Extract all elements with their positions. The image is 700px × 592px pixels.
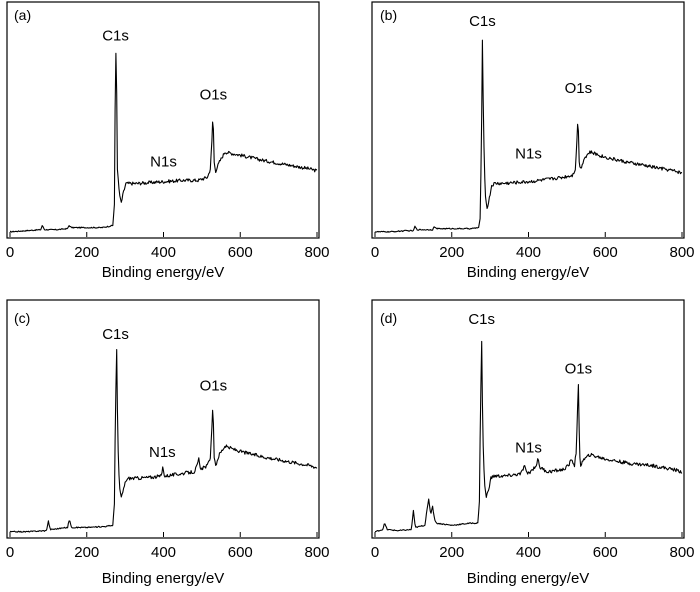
panel-a-peak-label-n1s: N1s [150,154,177,171]
panel-d-tick-label-600: 600 [593,544,618,561]
panel-c-label: (c) [14,310,30,326]
panel-b-peak-label-o1s: O1s [565,80,593,97]
panel-d-x-axis: 0 200 400 600 800 [371,532,695,561]
panel-a-peak-label-c1s: C1s [102,28,129,45]
panel-b-tick-label-400: 400 [516,244,541,261]
panel-b: (b) 0 200 400 600 800 Binding energy/eV … [371,1,695,281]
panel-b-frame [371,1,685,239]
panel-d-peak-label-c1s: C1s [468,311,495,328]
panel-d-frame [371,299,685,539]
panel-b-tick-label-600: 600 [593,244,618,261]
panel-a-tick-label-400: 400 [151,244,176,261]
panel-b-tick-label-200: 200 [439,244,464,261]
panel-b-spectrum [374,39,683,233]
panel-d-peak-label-o1s: O1s [565,360,593,377]
panel-a: (a) 0 200 400 600 800 Binding energy/eV … [6,1,330,281]
panel-a-label: (a) [14,7,31,23]
panel-c-spectrum [9,349,318,533]
panel-b-label: (b) [380,7,397,23]
panel-d-tick-label-0: 0 [371,544,379,561]
panel-d-label: (d) [380,310,397,326]
panel-b-x-axis: 0 200 400 600 800 [371,232,695,261]
panel-c-tick-label-800: 800 [304,544,329,561]
panel-a-tick-label-600: 600 [228,244,253,261]
panel-b-x-axis-title: Binding energy/eV [467,264,590,281]
panel-d-x-axis-title: Binding energy/eV [467,570,590,587]
panel-c: (c) 0 200 400 600 800 Binding energy/eV … [6,299,330,587]
panel-c-peak-label-o1s: O1s [200,377,228,394]
panel-d-spectrum [374,340,683,533]
panel-a-tick-label-0: 0 [6,244,14,261]
panel-b-peak-label-c1s: C1s [469,13,496,30]
panel-a-tick-label-800: 800 [304,244,329,261]
panel-a-spectrum [9,52,318,233]
panel-b-peak-label-n1s: N1s [515,145,542,162]
panel-a-x-axis: 0 200 400 600 800 [6,232,330,261]
panel-a-tick-label-200: 200 [74,244,99,261]
panel-c-frame [6,299,320,539]
panel-c-peak-label-c1s: C1s [102,326,129,343]
panel-d-tick-label-800: 800 [669,544,694,561]
panel-c-peak-label-n1s: N1s [149,444,176,461]
panel-a-peak-label-o1s: O1s [200,87,228,104]
panel-c-tick-label-600: 600 [228,544,253,561]
panel-d-tick-label-200: 200 [439,544,464,561]
panel-d: (d) 0 200 400 600 800 Binding energy/eV … [371,299,695,587]
panel-c-tick-label-400: 400 [151,544,176,561]
panel-c-x-axis: 0 200 400 600 800 [6,532,330,561]
panel-c-tick-label-0: 0 [6,544,14,561]
panel-a-frame [6,1,320,239]
panel-a-x-axis-title: Binding energy/eV [102,264,225,281]
panel-b-tick-label-0: 0 [371,244,379,261]
panel-d-tick-label-400: 400 [516,544,541,561]
panel-b-tick-label-800: 800 [669,244,694,261]
panel-c-tick-label-200: 200 [74,544,99,561]
panel-c-x-axis-title: Binding energy/eV [102,570,225,587]
panel-d-peak-label-n1s: N1s [515,440,542,457]
